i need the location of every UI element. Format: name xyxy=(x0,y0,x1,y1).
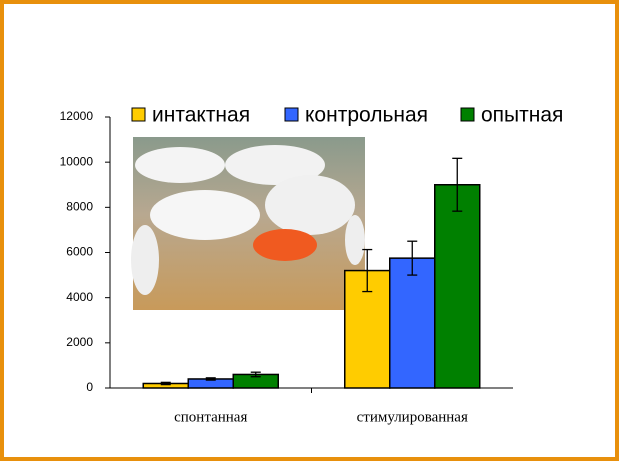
error-bar xyxy=(362,248,373,293)
error-bar xyxy=(205,377,216,381)
error-bar xyxy=(407,240,418,276)
legend-swatch xyxy=(131,107,146,122)
legend-label: контрольная xyxy=(305,104,428,127)
legend-label: интактная xyxy=(152,104,250,127)
y-tick-label: 10000 xyxy=(60,154,94,168)
x-tick-label: стимулированная xyxy=(357,409,468,425)
y-tick-label: 0 xyxy=(86,380,93,394)
legend-label: опытная xyxy=(481,104,563,127)
bar xyxy=(389,257,436,389)
photo xyxy=(131,137,365,310)
y-tick-label: 12000 xyxy=(60,109,94,123)
y-tick-label: 8000 xyxy=(66,200,93,214)
legend-swatch xyxy=(284,107,299,122)
error-bar xyxy=(160,381,171,386)
error-bar xyxy=(250,371,261,378)
y-tick-label: 2000 xyxy=(66,335,93,349)
y-tick-label: 6000 xyxy=(66,245,93,259)
bar xyxy=(434,184,481,389)
legend-swatch xyxy=(460,107,475,122)
error-bar xyxy=(452,157,463,212)
x-tick-label: спонтанная xyxy=(174,409,247,425)
y-tick-label: 4000 xyxy=(66,290,93,304)
